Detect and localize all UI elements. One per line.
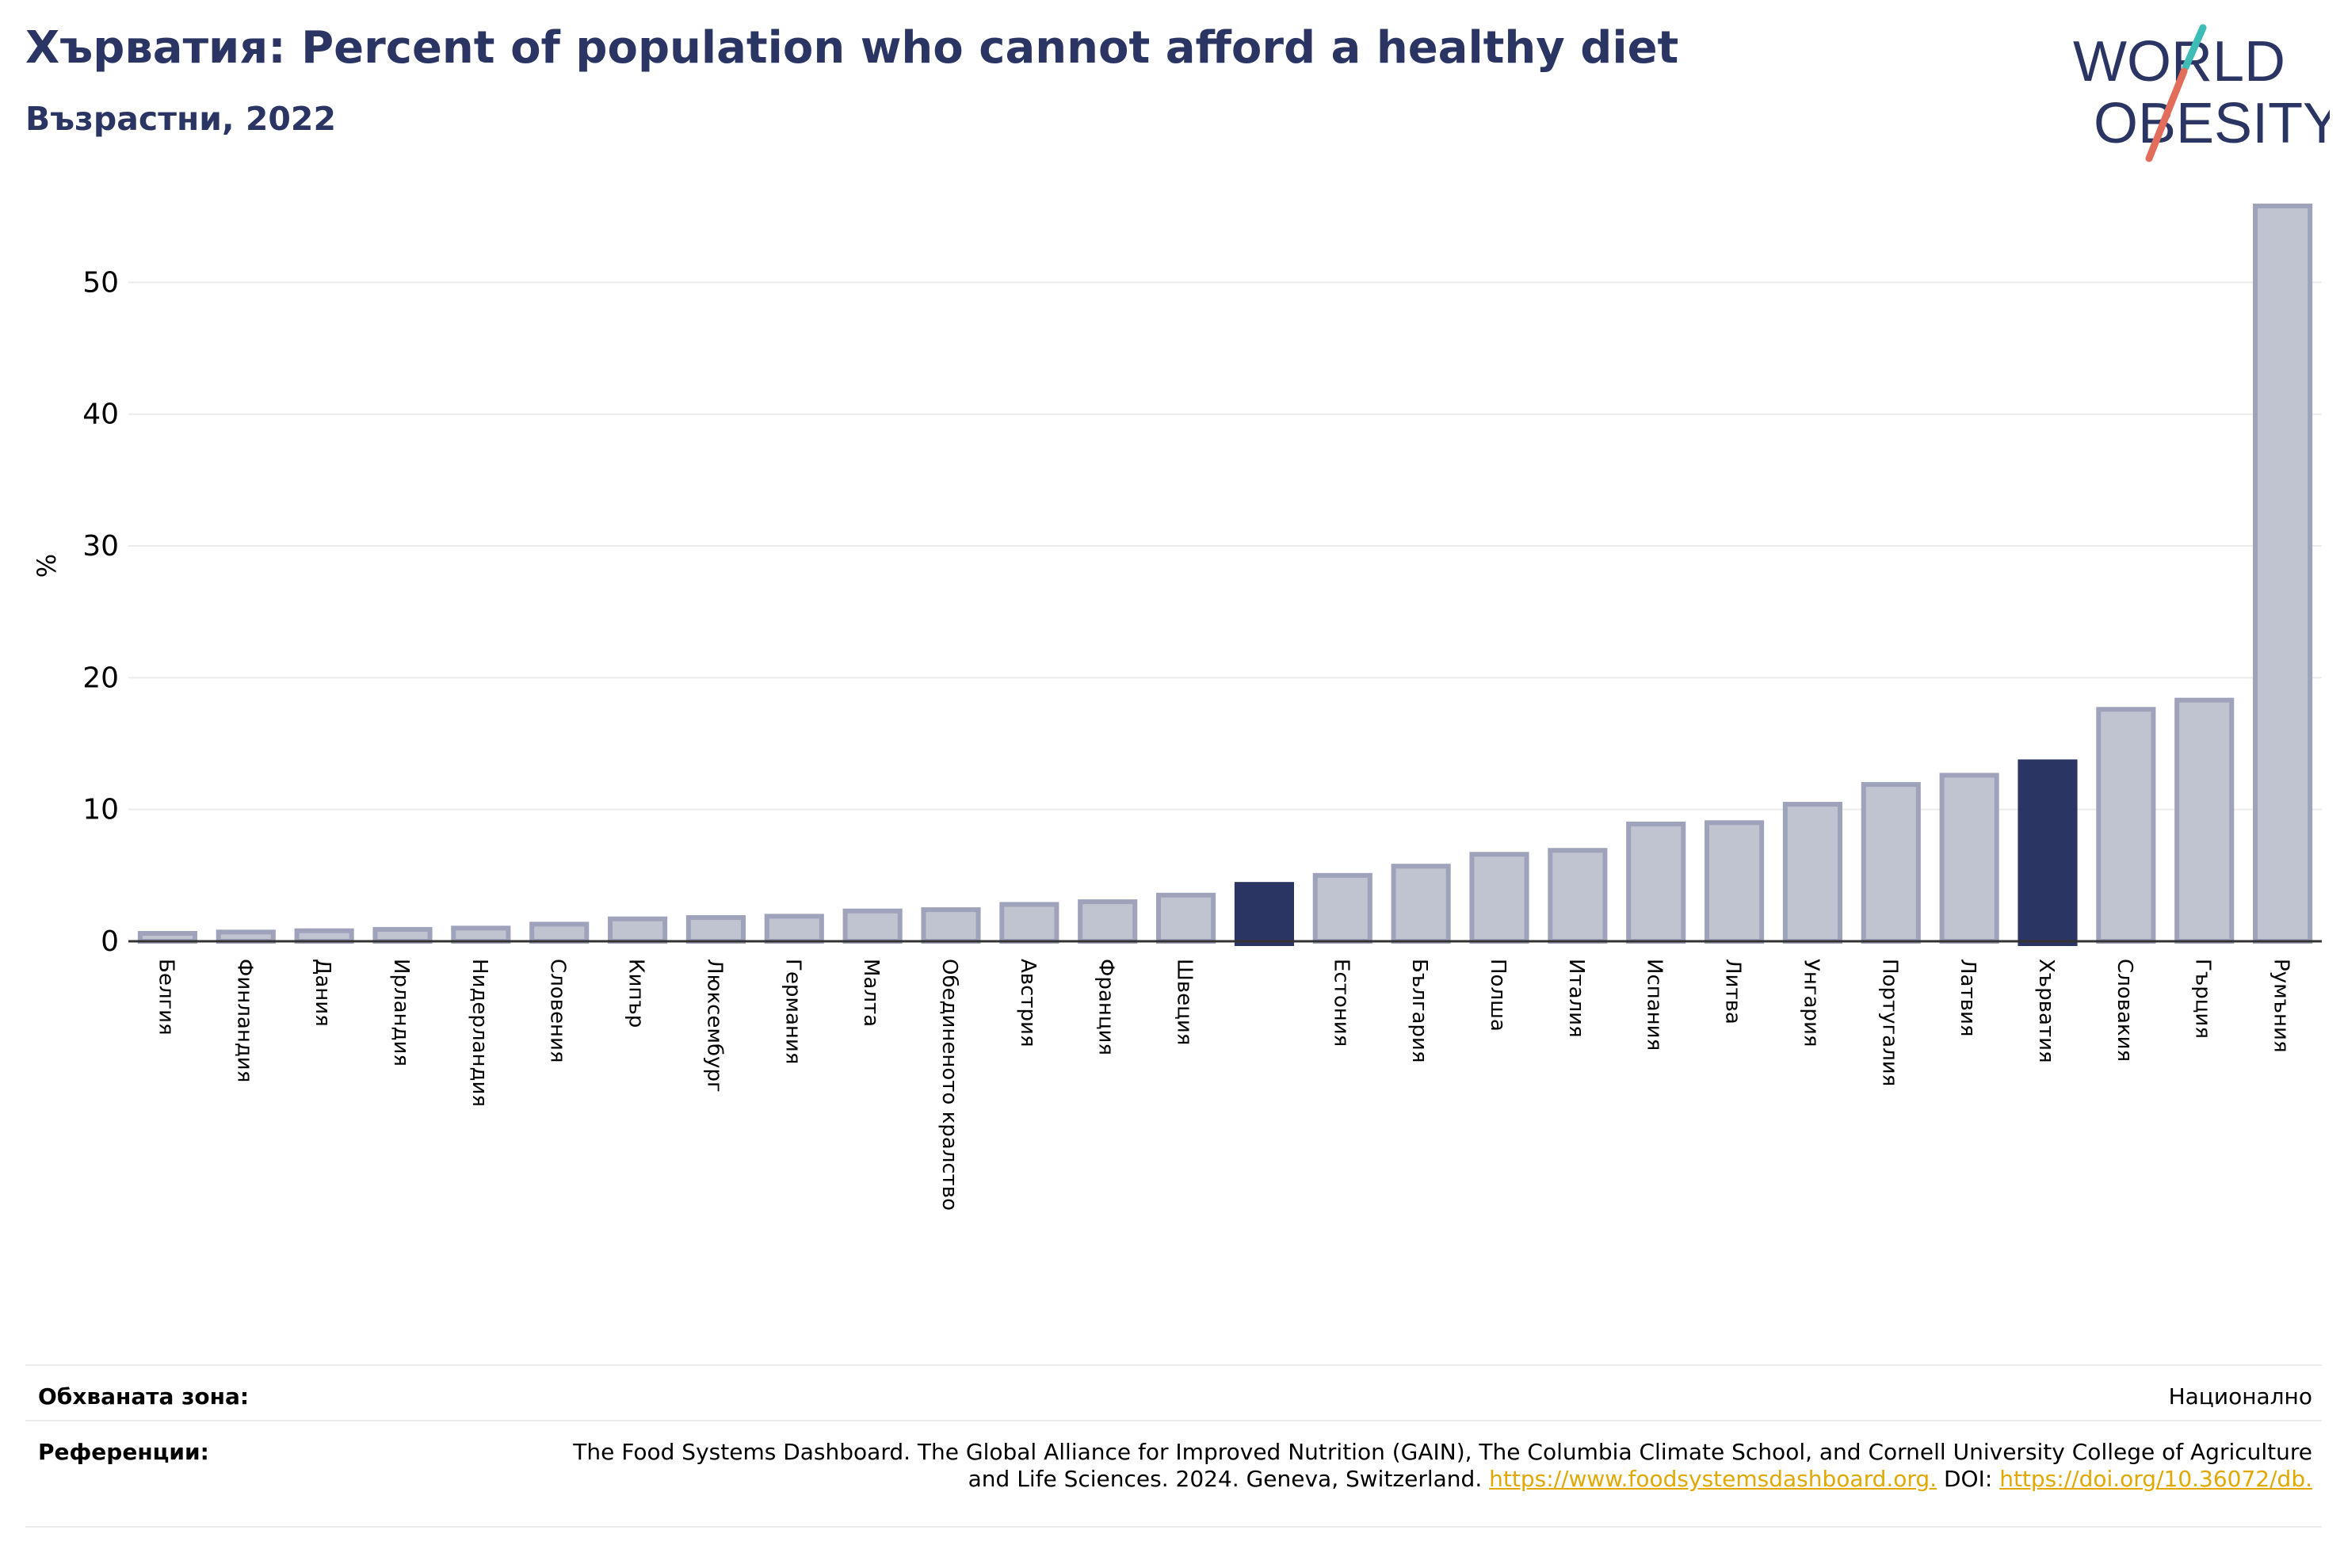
- bar: [1861, 782, 1921, 944]
- bar: [1782, 802, 1842, 944]
- footer-divider-top: [25, 1364, 2322, 1366]
- x-tick-label: Люксембург: [702, 959, 726, 1093]
- y-tick-label: 20: [82, 662, 119, 694]
- x-tick-label: Португалия: [1877, 959, 1901, 1086]
- bar: [608, 916, 668, 944]
- bar: [294, 928, 354, 944]
- bar: [1548, 848, 1608, 944]
- foodsystems-link[interactable]: https://www.foodsystemsdashboard.org.: [1489, 1466, 1937, 1492]
- y-tick-label: 30: [82, 530, 119, 563]
- footer-divider-middle: [25, 1420, 2322, 1421]
- world-obesity-logo: WORLD OBESITY: [2073, 24, 2330, 162]
- logo-slash-coral: [2145, 67, 2188, 162]
- bar: [685, 915, 746, 944]
- x-tick-label: Финландия: [232, 959, 256, 1082]
- references-text-block: The Food Systems Dashboard. The Global A…: [569, 1439, 2312, 1493]
- x-tick-label: Унгария: [1799, 959, 1823, 1047]
- x-tick-label: Литва: [1721, 959, 1745, 1024]
- bar: [1705, 820, 1765, 944]
- x-tick-label: Швеция: [1173, 959, 1197, 1045]
- x-tick-label: Австрия: [1016, 959, 1040, 1047]
- bar: [1391, 864, 1451, 944]
- bar-highlight: [1234, 882, 1294, 946]
- page-title: Хърватия: Percent of population who cann…: [25, 22, 1679, 74]
- page-subtitle: Възрастни, 2022: [25, 100, 336, 138]
- x-tick-label: Малта: [859, 959, 883, 1027]
- bar: [1156, 892, 1216, 944]
- bar-chart: 0 10 20 30 40 50% Белгия Финландия Дания Ирландия…: [32, 203, 2322, 1211]
- bar: [1312, 872, 1372, 944]
- coverage-label: Обхваната зона:: [38, 1383, 250, 1410]
- x-tick-label: Испания: [1643, 959, 1666, 1051]
- logo-word-obesity: OBESITY: [2094, 92, 2330, 155]
- x-tick-label: Италия: [1564, 959, 1588, 1038]
- x-tick-label: Словения: [546, 959, 570, 1063]
- y-tick-label: 0: [101, 925, 119, 958]
- x-tick-label: Латвия: [1956, 959, 1979, 1037]
- coverage-value: Национално: [2168, 1383, 2312, 1410]
- bar: [921, 907, 981, 944]
- bar: [2174, 697, 2235, 944]
- x-tick-label: Белгия: [154, 959, 178, 1036]
- x-tick-label: Румъния: [2270, 959, 2293, 1053]
- bar: [764, 914, 824, 944]
- y-tick-label: 10: [82, 794, 119, 826]
- footer-divider-bottom: [25, 1526, 2322, 1528]
- doi-link[interactable]: https://doi.org/10.36072/db.: [1999, 1466, 2312, 1492]
- bar: [2253, 203, 2313, 944]
- x-tick-label: Естония: [1329, 959, 1353, 1047]
- references-doi-label: DOI:: [1944, 1466, 1993, 1492]
- bar: [842, 908, 903, 944]
- bar: [1626, 821, 1686, 944]
- x-tick-label: Германия: [781, 959, 804, 1064]
- bars: [137, 203, 2313, 946]
- bar: [216, 929, 276, 944]
- x-tick-label: Дания: [311, 959, 334, 1027]
- x-tick-label: Полша: [1486, 959, 1510, 1032]
- references-label: Референции:: [38, 1439, 209, 1465]
- y-tick-label: 40: [82, 399, 119, 431]
- bar: [999, 902, 1059, 944]
- x-tick-label: Ирландия: [389, 959, 413, 1066]
- x-tick-label: Нидерландия: [468, 959, 491, 1107]
- bar: [372, 927, 433, 944]
- bar: [1469, 852, 1529, 944]
- bar: [2096, 707, 2156, 944]
- bar: [451, 925, 511, 944]
- bar: [1939, 773, 1999, 944]
- bar: [529, 921, 590, 944]
- x-tick-label: Словакия: [2113, 959, 2136, 1062]
- grid-lines: [128, 281, 2322, 811]
- y-tick-label: 50: [82, 266, 119, 299]
- x-tick-label: Хърватия: [2034, 959, 2058, 1063]
- references-text: The Food Systems Dashboard. The Global A…: [573, 1439, 2312, 1492]
- x-tick-label: Франция: [1094, 959, 1118, 1055]
- logo-slash-teal: [2182, 24, 2207, 71]
- bar-highlight: [2018, 759, 2078, 946]
- x-tick-label: Кипър: [624, 959, 648, 1028]
- tick-labels: 0 10 20 30 40 50% Белгия Финландия Дания Ирландия…: [32, 266, 2293, 1211]
- bar: [1078, 899, 1138, 944]
- x-tick-label: България: [1407, 959, 1431, 1063]
- x-tick-label: Обединеното кралство: [937, 959, 961, 1211]
- x-tick-label: Гърция: [2191, 959, 2215, 1039]
- y-axis-label: %: [32, 554, 62, 578]
